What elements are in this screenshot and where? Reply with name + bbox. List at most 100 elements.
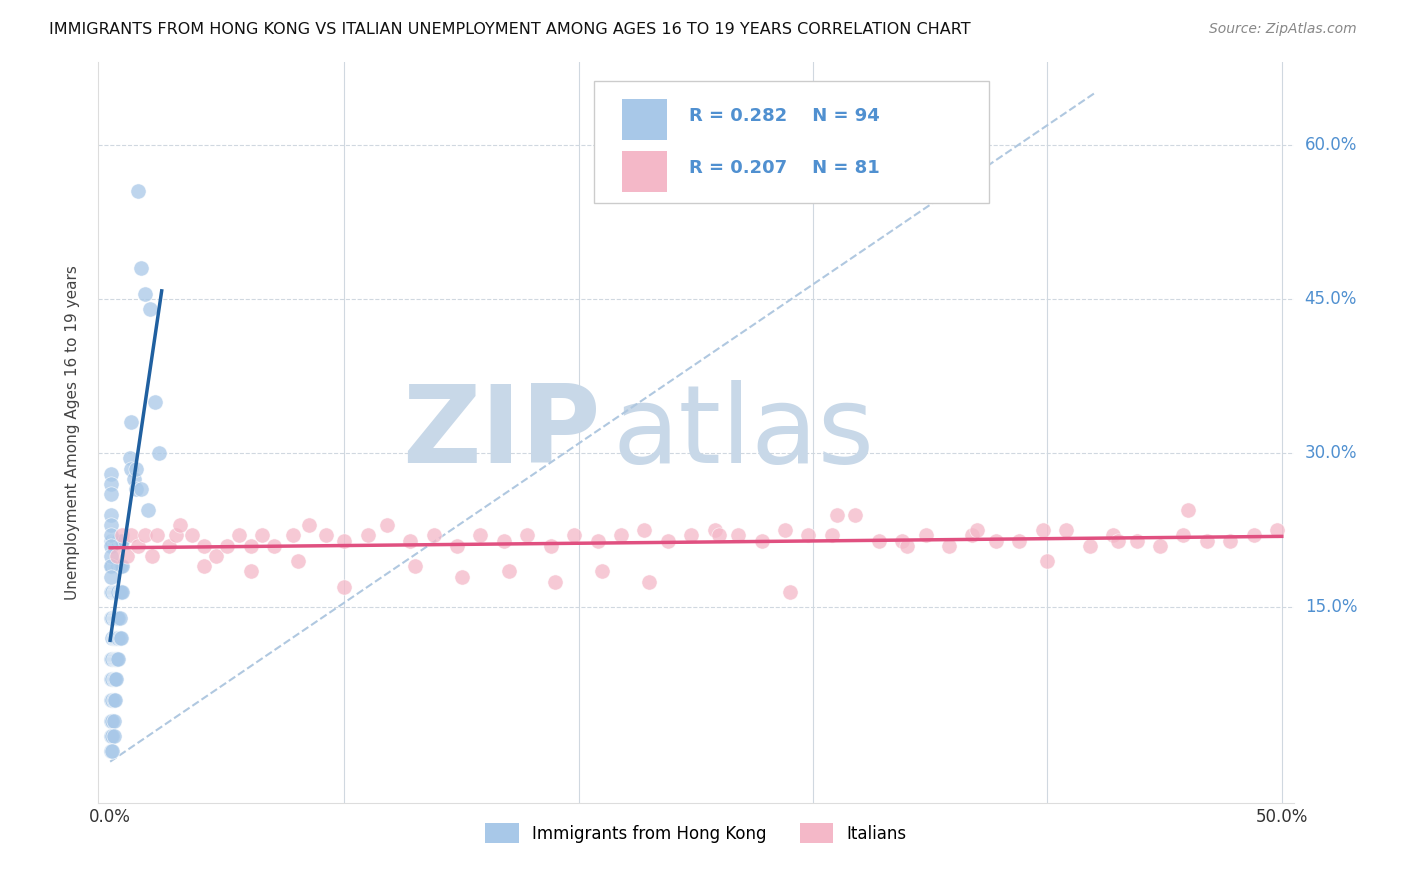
- Point: [821, 528, 844, 542]
- Point: [239, 565, 262, 579]
- Point: [101, 585, 124, 599]
- Point: [333, 533, 356, 548]
- Point: [751, 533, 773, 548]
- Text: 30.0%: 30.0%: [1305, 444, 1357, 462]
- Point: [107, 585, 129, 599]
- Point: [139, 302, 162, 317]
- Point: [107, 632, 129, 646]
- Y-axis label: Unemployment Among Ages 16 to 19 years: Unemployment Among Ages 16 to 19 years: [65, 265, 80, 600]
- Point: [105, 559, 128, 574]
- Point: [1173, 528, 1195, 542]
- Point: [101, 611, 124, 625]
- Point: [779, 585, 801, 599]
- Point: [281, 528, 304, 542]
- Point: [120, 451, 141, 466]
- Point: [252, 528, 274, 542]
- Point: [825, 508, 848, 522]
- Text: 45.0%: 45.0%: [1305, 290, 1357, 308]
- Point: [100, 528, 122, 542]
- Point: [1125, 533, 1147, 548]
- Point: [105, 549, 128, 563]
- Point: [101, 693, 124, 707]
- Point: [103, 652, 125, 666]
- Text: R = 0.207    N = 81: R = 0.207 N = 81: [689, 159, 880, 177]
- Point: [111, 528, 134, 542]
- Point: [100, 673, 122, 687]
- Point: [101, 744, 124, 758]
- Point: [193, 539, 215, 553]
- Point: [868, 533, 890, 548]
- Point: [962, 528, 984, 542]
- Text: 60.0%: 60.0%: [1305, 136, 1357, 153]
- Point: [101, 533, 124, 548]
- Text: ZIP: ZIP: [402, 380, 600, 485]
- Point: [101, 559, 124, 574]
- Point: [101, 714, 124, 728]
- Point: [100, 508, 122, 522]
- Point: [204, 549, 226, 563]
- Point: [357, 528, 380, 542]
- Point: [100, 533, 122, 548]
- Legend: Immigrants from Hong Kong, Italians: Immigrants from Hong Kong, Italians: [478, 816, 914, 850]
- Point: [591, 565, 613, 579]
- Point: [103, 729, 125, 743]
- Point: [105, 611, 128, 625]
- Point: [107, 652, 129, 666]
- Point: [104, 559, 127, 574]
- Point: [1054, 524, 1077, 538]
- Point: [105, 632, 128, 646]
- Point: [141, 549, 163, 563]
- Point: [110, 585, 132, 599]
- Point: [136, 502, 159, 516]
- Point: [100, 744, 122, 758]
- Point: [129, 482, 152, 496]
- Point: [100, 539, 122, 553]
- Point: [105, 533, 128, 548]
- Point: [105, 559, 128, 574]
- Point: [148, 446, 170, 460]
- Point: [193, 559, 215, 574]
- Point: [100, 559, 122, 574]
- Point: [111, 585, 134, 599]
- Point: [1149, 539, 1171, 553]
- Point: [115, 549, 138, 563]
- Point: [375, 518, 398, 533]
- Point: [239, 539, 262, 553]
- Point: [105, 533, 128, 548]
- Point: [146, 528, 169, 542]
- Point: [108, 632, 131, 646]
- Point: [492, 533, 515, 548]
- Point: [1177, 502, 1199, 516]
- Point: [540, 539, 562, 553]
- Point: [110, 632, 132, 646]
- Point: [844, 508, 866, 522]
- Point: [111, 559, 134, 574]
- Point: [104, 632, 127, 646]
- Point: [773, 524, 796, 538]
- Point: [586, 533, 609, 548]
- Point: [110, 533, 132, 548]
- Point: [169, 518, 191, 533]
- Point: [1265, 524, 1288, 538]
- Point: [633, 524, 655, 538]
- FancyBboxPatch shape: [595, 81, 988, 203]
- Point: [450, 569, 472, 583]
- Point: [107, 533, 129, 548]
- Point: [100, 477, 122, 491]
- Point: [298, 518, 321, 533]
- Point: [984, 533, 1007, 548]
- Point: [143, 394, 166, 409]
- Point: [100, 611, 122, 625]
- Point: [470, 528, 492, 542]
- Point: [333, 580, 356, 594]
- Point: [105, 611, 128, 625]
- Point: [610, 528, 633, 542]
- Point: [101, 673, 124, 687]
- Text: atlas: atlas: [613, 380, 875, 485]
- Point: [103, 559, 125, 574]
- Point: [181, 528, 204, 542]
- Point: [1195, 533, 1218, 548]
- Point: [111, 533, 134, 548]
- Point: [104, 673, 127, 687]
- Point: [638, 574, 661, 589]
